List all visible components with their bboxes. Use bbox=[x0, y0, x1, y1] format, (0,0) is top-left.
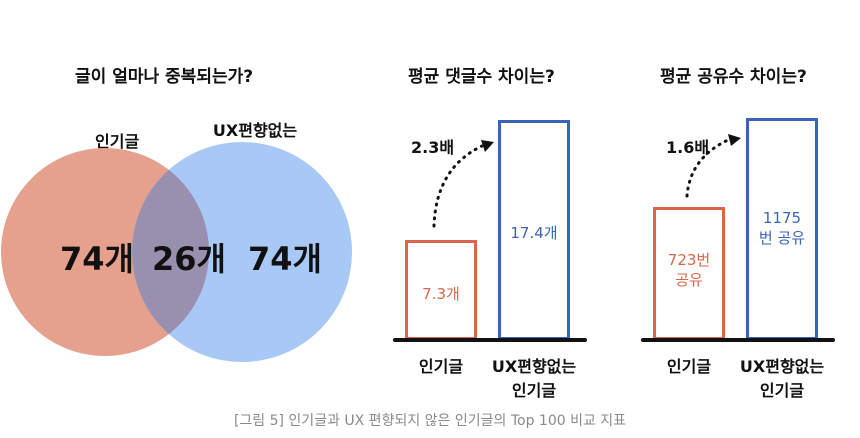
comments-bar-unbiased-label: 17.4개 bbox=[510, 224, 558, 242]
shares-xlabel-unbiased: UX편향없는 인기글 bbox=[727, 353, 837, 401]
shares-bar-popular-label-line1: 723번 bbox=[667, 251, 711, 269]
shares-baseline bbox=[641, 338, 835, 342]
figure-caption: [그림 5] 인기글과 UX 편향되지 않은 인기글의 Top 100 비교 지… bbox=[233, 413, 627, 429]
comments-bar-popular bbox=[405, 240, 477, 340]
comments-xlabel-unbiased: UX편향없는 인기글 bbox=[479, 353, 589, 401]
shares-chart-title: 평균 공유수 차이는? bbox=[660, 67, 807, 87]
comments-multiplier: 2.3배 bbox=[411, 138, 455, 157]
venn-left-set-label: 인기글 bbox=[95, 132, 140, 151]
shares-bar-unbiased-label-line2: 번 공유 bbox=[758, 229, 806, 247]
venn-title: 글이 얼마나 중복되는가? bbox=[75, 67, 254, 87]
shares-multiplier: 1.6배 bbox=[666, 138, 710, 157]
shares-bar-popular-label-line2: 공유 bbox=[675, 271, 703, 289]
comments-xlabel-popular: 인기글 bbox=[418, 357, 464, 376]
comments-chart-title: 평균 댓글수 차이는? bbox=[408, 67, 555, 87]
venn-overlap-value: 26개 bbox=[152, 240, 226, 278]
comments-baseline bbox=[393, 338, 587, 342]
comments-xlabel-unbiased-line1: UX편향없는 bbox=[491, 357, 577, 376]
venn-overlap-region bbox=[132, 148, 209, 356]
shares-bar-popular-label: 723번 공유 bbox=[653, 250, 725, 290]
comments-bar-popular-label: 7.3개 bbox=[422, 285, 460, 303]
shares-bar-unbiased bbox=[746, 118, 818, 340]
shares-xlabel-unbiased-line2: 인기글 bbox=[759, 381, 805, 400]
shares-bar-unbiased-label: 1175 번 공유 bbox=[746, 208, 818, 248]
comments-bar-unbiased bbox=[498, 120, 570, 340]
shares-xlabel-unbiased-line1: UX편향없는 bbox=[739, 357, 825, 376]
shares-bar-unbiased-label-line1: 1175 bbox=[762, 209, 802, 227]
venn-right-set-label-line1: UX편향없는 bbox=[212, 121, 298, 140]
shares-xlabel-popular: 인기글 bbox=[666, 357, 712, 376]
comments-xlabel-unbiased-line2: 인기글 bbox=[511, 381, 557, 400]
venn-left-only-value: 74개 bbox=[60, 240, 134, 278]
shares-bar-popular bbox=[653, 207, 725, 340]
venn-right-only-value: 74개 bbox=[248, 240, 322, 278]
